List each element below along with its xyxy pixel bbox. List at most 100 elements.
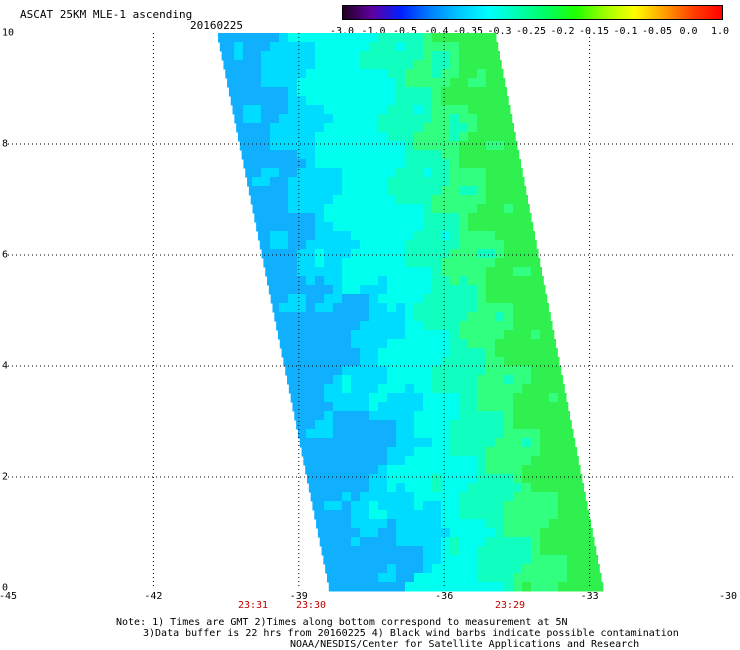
swath-cell xyxy=(315,114,325,124)
swath-cell xyxy=(333,537,343,547)
swath-cell xyxy=(531,384,541,394)
swath-cell xyxy=(369,339,379,349)
swath-cell xyxy=(459,537,469,547)
swath-cell xyxy=(387,213,397,223)
swath-cell xyxy=(477,42,487,52)
swath-cell xyxy=(306,195,316,205)
swath-cell xyxy=(288,213,298,223)
swath-cell xyxy=(315,42,325,52)
swath-cell xyxy=(315,123,325,133)
swath-cell xyxy=(369,150,379,160)
swath-cell xyxy=(396,60,406,70)
swath-cell xyxy=(288,132,298,142)
swath-cell xyxy=(342,195,352,205)
swath-cell xyxy=(477,267,487,277)
swath-cell xyxy=(486,276,496,286)
swath-cell xyxy=(297,393,307,403)
swath-cell xyxy=(558,411,568,421)
swath-cell xyxy=(441,465,451,475)
swath-cell xyxy=(549,465,559,475)
swath-cell xyxy=(441,474,451,484)
swath-cell xyxy=(432,555,442,565)
swath-cell xyxy=(369,393,379,403)
swath-cell xyxy=(432,393,442,403)
swath-cell xyxy=(342,564,352,574)
swath-cell xyxy=(432,168,442,178)
swath-cell xyxy=(531,366,541,376)
x-tick-label: -33 xyxy=(580,591,599,602)
swath-cell xyxy=(513,546,523,556)
swath-cell xyxy=(396,438,406,448)
swath-cell xyxy=(234,87,244,97)
swath-cell xyxy=(450,87,460,97)
swath-cell xyxy=(504,141,514,151)
swath-cell xyxy=(378,69,388,79)
swath-cell xyxy=(513,375,523,385)
swath-cell xyxy=(495,456,505,466)
swath-cell xyxy=(288,150,298,160)
y-tick-label: 2 xyxy=(2,471,9,483)
swath-cell xyxy=(297,177,307,187)
swath-cell xyxy=(504,330,514,340)
swath-cell xyxy=(477,159,487,169)
swath-cell xyxy=(405,204,415,214)
swath-cell xyxy=(567,546,577,556)
swath-cell xyxy=(477,240,487,250)
swath-cell xyxy=(306,60,316,70)
swath-cell xyxy=(504,483,514,493)
swath-cell xyxy=(450,240,460,250)
swath-cell xyxy=(486,195,496,205)
swath-cell xyxy=(351,510,361,520)
swath-cell xyxy=(441,60,451,70)
swath-cell xyxy=(540,456,550,466)
swath-cell xyxy=(495,510,505,520)
swath-cell xyxy=(468,474,478,484)
swath-cell xyxy=(522,285,532,295)
swath-cell xyxy=(495,168,505,178)
swath-cell xyxy=(387,222,397,232)
swath-cell xyxy=(387,492,397,502)
swath-cell xyxy=(468,312,478,322)
swath-cell xyxy=(288,330,298,340)
swath-cell xyxy=(342,141,352,151)
swath-cell xyxy=(360,51,370,61)
swath-cell xyxy=(468,375,478,385)
swath-cell xyxy=(531,555,541,565)
swath-cell xyxy=(450,528,460,538)
swath-cell xyxy=(423,474,433,484)
swath-cell xyxy=(495,96,505,106)
swath-cell xyxy=(495,582,505,592)
swath-cell xyxy=(522,321,532,331)
swath-cell xyxy=(270,78,280,88)
swath-cell xyxy=(576,537,586,547)
swath-cell xyxy=(441,141,451,151)
swath-cell xyxy=(504,402,514,412)
swath-cell xyxy=(378,420,388,430)
swath-cell xyxy=(414,510,424,520)
swath-cell xyxy=(360,96,370,106)
swath-cell xyxy=(414,87,424,97)
swath-cell xyxy=(396,42,406,52)
swath-cell xyxy=(495,159,505,169)
swath-cell xyxy=(369,492,379,502)
swath-cell xyxy=(468,132,478,142)
swath-cell xyxy=(297,69,307,79)
swath-cell xyxy=(459,222,469,232)
swath-cell xyxy=(378,564,388,574)
swath-cell xyxy=(414,240,424,250)
swath-cell xyxy=(468,123,478,133)
swath-cell xyxy=(576,546,586,556)
swath-cell xyxy=(261,132,271,142)
swath-cell xyxy=(423,438,433,448)
swath-cell xyxy=(342,96,352,106)
swath-cell xyxy=(486,582,496,592)
swath-cell xyxy=(351,402,361,412)
swath-cell xyxy=(405,537,415,547)
swath-cell xyxy=(270,285,280,295)
swath-cell xyxy=(333,519,343,529)
swath-cell xyxy=(414,168,424,178)
swath-cell xyxy=(504,312,514,322)
swath-cell xyxy=(441,294,451,304)
swath-cell xyxy=(279,231,289,241)
swath-cell xyxy=(549,393,559,403)
